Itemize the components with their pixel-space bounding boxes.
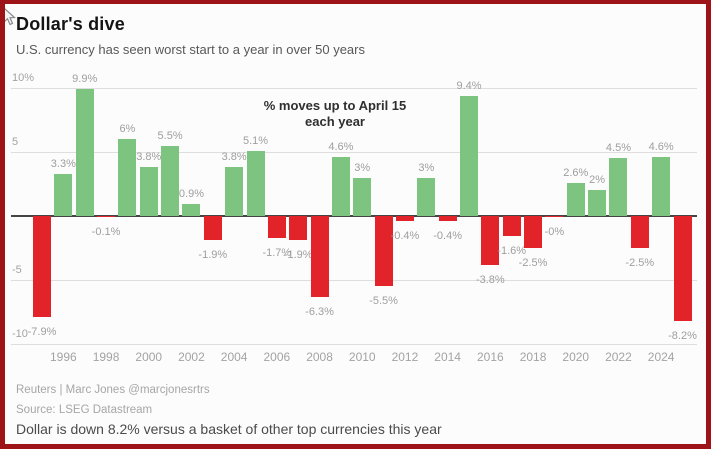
bar-label-1995: -7.9% [27,326,57,339]
x-tick-label-2004: 2004 [220,350,248,364]
x-tick-label-1996: 1996 [49,350,77,364]
x-tick-label-2002: 2002 [178,350,205,364]
y-axis-label: 5 [12,136,19,148]
gridline--5 [11,280,697,281]
bar-2006 [267,216,286,238]
bar-label-2020: 2.6% [563,166,589,179]
bar-2015 [460,95,478,216]
x-tick-label-2020: 2020 [562,350,590,364]
bar-2003 [203,216,222,241]
bar-label-2014: -0.4% [433,230,463,243]
bar-chart: % moves up to April 15 each year 10% 5 -5 -… [5,4,706,444]
bar-label-2008: -6.3% [305,305,334,318]
gridline--10 [11,344,697,345]
y-axis-label: 10% [12,72,35,84]
bar-label-2018: -2.5% [518,257,548,269]
bar-label-2016: -3.8% [475,273,505,286]
bar-1995 [33,216,51,318]
gridline-10 [11,88,697,89]
mouse-cursor-icon [5,8,16,26]
bar-label-2000: 3.8% [136,151,162,164]
bar-label-2025: -8.2% [668,329,697,342]
page-title: Dollar's dive [16,14,125,34]
bar-label-2012: -0.4% [390,230,420,243]
bar-2018 [524,216,543,248]
y-axis-label: -5 [12,264,22,276]
source-line: Source: LSEG Datastream [16,404,153,416]
bar-2012 [395,216,414,222]
zero-axis-line [11,215,697,217]
bar-2000 [139,167,158,216]
bar-label-2013: 3% [418,161,435,174]
bar-label-2005: 5.1% [242,134,269,147]
bar-2002 [182,204,201,216]
bar-label-2002: 0.9% [178,188,204,201]
bar-2004 [225,167,244,216]
bar-label-2019: -0% [544,226,565,238]
chart-annotation: % moves up to April 15 each year [230,98,440,130]
bar-label-2011: -5.5% [369,295,398,308]
annotation-line2: each year [305,114,365,129]
gridline-5 [11,152,697,153]
x-tick-label-2012: 2012 [391,350,419,364]
bar-2017 [502,216,521,237]
bar-2008 [310,216,329,297]
x-tick-label-2022: 2022 [605,350,632,364]
bar-label-2022: 4.5% [605,142,631,155]
bar-2020 [566,182,585,216]
bar-2013 [417,177,436,216]
footer-note: Dollar is down 8.2% versus a basket of o… [16,421,442,437]
bar-2005 [246,150,265,216]
x-tick-label-2008: 2008 [306,350,333,364]
bar-label-2007: -1.9% [283,249,313,262]
x-tick-label-2000: 2000 [135,350,163,364]
bar-label-2001: 5.5% [157,129,183,142]
bar-2025 [673,216,692,321]
bar-label-2023: -2.5% [625,257,655,269]
bar-2022 [609,158,628,216]
x-tick-label-2014: 2014 [434,350,461,364]
bar-label-2021: 2% [589,174,606,187]
x-tick-label-1998: 1998 [92,350,120,364]
bar-label-1997: 9.9% [72,73,98,86]
bar-2001 [161,145,180,216]
x-tick-label-2006: 2006 [263,350,291,364]
bar-2007 [289,216,308,241]
bar-2010 [353,177,372,216]
bar-2014 [438,216,457,222]
x-tick-label-2010: 2010 [348,350,376,364]
bar-label-2003: -1.9% [198,249,228,262]
bar-label-2017: -1.6% [497,245,527,258]
x-tick-label-2016: 2016 [476,350,504,364]
y-axis-label: -10 [12,328,28,340]
bar-2016 [481,216,500,265]
x-tick-label-2018: 2018 [519,350,547,364]
bar-2024 [652,157,671,216]
x-tick-label-2024: 2024 [647,350,675,364]
bar-label-2010: 3% [354,161,371,174]
bar-2011 [374,216,393,287]
bar-2023 [630,216,649,248]
bar-label-2004: 3.8% [221,151,247,164]
bar-label-2015: 9.4% [456,79,482,92]
annotation-line1: % moves up to April 15 [263,98,407,113]
bar-1998 [97,216,116,218]
bar-2019 [545,216,564,217]
bar-label-2024: 4.6% [648,141,674,154]
bar-label-1996: 3.3% [50,157,76,170]
credit-line: Reuters | Marc Jones @marcjonesrtrs [16,384,210,396]
bar-label-2006: -1.7% [262,246,292,259]
bar-2021 [588,190,607,216]
bar-2009 [331,157,350,216]
bar-label-1998: -0.1% [91,226,121,239]
page-subtitle: U.S. currency has seen worst start to a … [16,42,365,57]
bar-1996 [54,173,73,216]
bar-label-1999: 6% [119,123,136,136]
bar-1999 [118,139,137,216]
bar-1997 [75,89,94,216]
bar-label-2009: 4.6% [328,141,354,154]
